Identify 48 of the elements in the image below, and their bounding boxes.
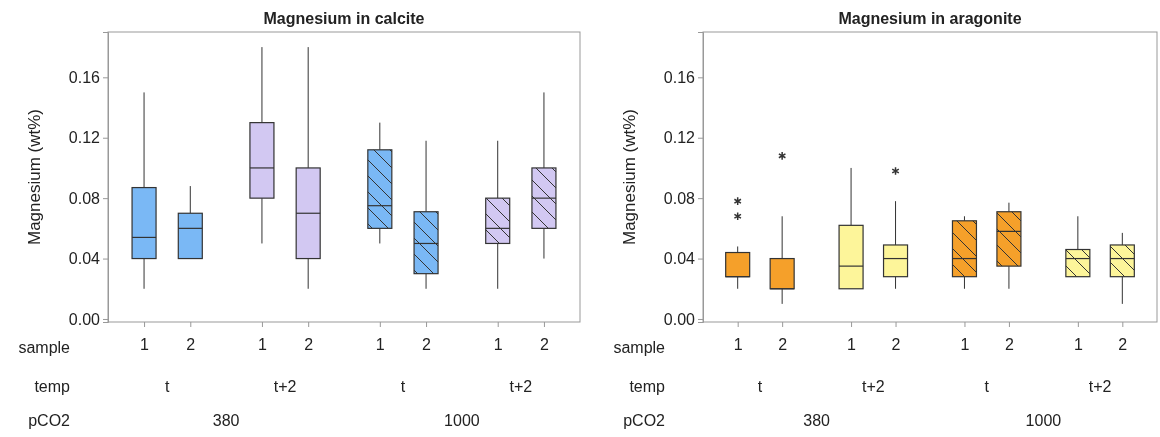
chart-title: Magnesium in calcite xyxy=(263,10,425,27)
x-tick-label: 2 xyxy=(1118,336,1128,354)
x-tick-label: 1 xyxy=(1073,336,1083,354)
x-tick-label: 2 xyxy=(778,336,788,354)
y-tick-label: 0.08 xyxy=(663,189,696,207)
text: pCO2 xyxy=(28,412,71,429)
x-tick-label: 2 xyxy=(539,336,549,354)
text: t+2 xyxy=(273,378,297,395)
y-tick-label: 0.16 xyxy=(68,68,101,86)
x-tick-label: 1 xyxy=(375,336,385,354)
text: sample xyxy=(613,339,666,356)
text: 380 xyxy=(803,412,831,429)
x-tick-label: 1 xyxy=(733,336,743,354)
text: t+2 xyxy=(509,378,533,395)
x-tick-label: 1 xyxy=(847,336,857,354)
x-tick-label: 2 xyxy=(891,336,901,354)
chart-title: Magnesium in aragonite xyxy=(838,10,1022,27)
y-tick-label: 0.12 xyxy=(68,129,101,147)
text: pCO2 xyxy=(623,412,666,429)
y-axis-title: Magnesium (wt%) xyxy=(25,108,44,246)
x-tick-label: 1 xyxy=(140,336,150,354)
y-tick-label: 0.04 xyxy=(68,250,101,268)
text: temp xyxy=(34,378,71,395)
y-tick-label: 0.00 xyxy=(68,310,101,328)
text: t xyxy=(984,378,990,395)
x-tick-label: 2 xyxy=(422,336,432,354)
y-tick-label: 0.08 xyxy=(68,189,101,207)
y-tick-label: 0.04 xyxy=(663,250,696,268)
text: t+2 xyxy=(1088,378,1112,395)
text: t xyxy=(400,378,406,395)
x-tick-label: 1 xyxy=(493,336,503,354)
text: temp xyxy=(629,378,666,395)
text: 1000 xyxy=(1025,412,1062,429)
text: t xyxy=(164,378,170,395)
y-tick-label: 0.16 xyxy=(663,68,696,86)
x-tick-label: 2 xyxy=(304,336,314,354)
text: sample xyxy=(18,339,71,356)
x-tick-label: 2 xyxy=(186,336,196,354)
text: 380 xyxy=(212,412,240,429)
x-tick-label: 1 xyxy=(257,336,267,354)
text: t xyxy=(757,378,763,395)
y-tick-label: 0.00 xyxy=(663,310,696,328)
text: t+2 xyxy=(861,378,885,395)
y-tick-label: 0.12 xyxy=(663,129,696,147)
x-tick-label: 2 xyxy=(1004,336,1014,354)
y-axis-title: Magnesium (wt%) xyxy=(620,108,639,246)
x-tick-label: 1 xyxy=(960,336,970,354)
text: 1000 xyxy=(444,412,480,429)
